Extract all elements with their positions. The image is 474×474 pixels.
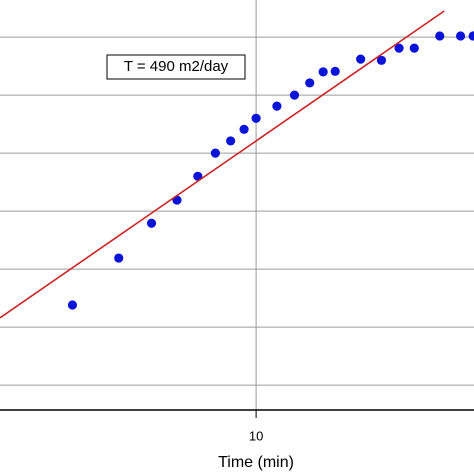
point bbox=[305, 78, 315, 88]
point bbox=[146, 218, 157, 228]
point bbox=[455, 31, 466, 41]
point bbox=[394, 43, 404, 53]
point bbox=[376, 55, 387, 65]
fit-line bbox=[0, 10, 445, 319]
annotation-box bbox=[106, 54, 246, 80]
point bbox=[318, 67, 328, 77]
point bbox=[468, 31, 474, 41]
point bbox=[210, 148, 221, 158]
point bbox=[251, 113, 261, 123]
point bbox=[356, 54, 366, 64]
point bbox=[330, 66, 340, 76]
point bbox=[435, 31, 445, 41]
x-axis-label: Time (min) bbox=[218, 454, 294, 471]
point bbox=[114, 253, 124, 263]
point bbox=[226, 136, 236, 146]
point bbox=[409, 43, 419, 53]
x-tick-label: 10 bbox=[249, 428, 263, 443]
point bbox=[289, 90, 300, 100]
annotation: T = 490 m2/day bbox=[124, 58, 229, 75]
point bbox=[193, 171, 203, 181]
point bbox=[67, 300, 78, 310]
point bbox=[272, 101, 282, 111]
point bbox=[239, 124, 249, 134]
